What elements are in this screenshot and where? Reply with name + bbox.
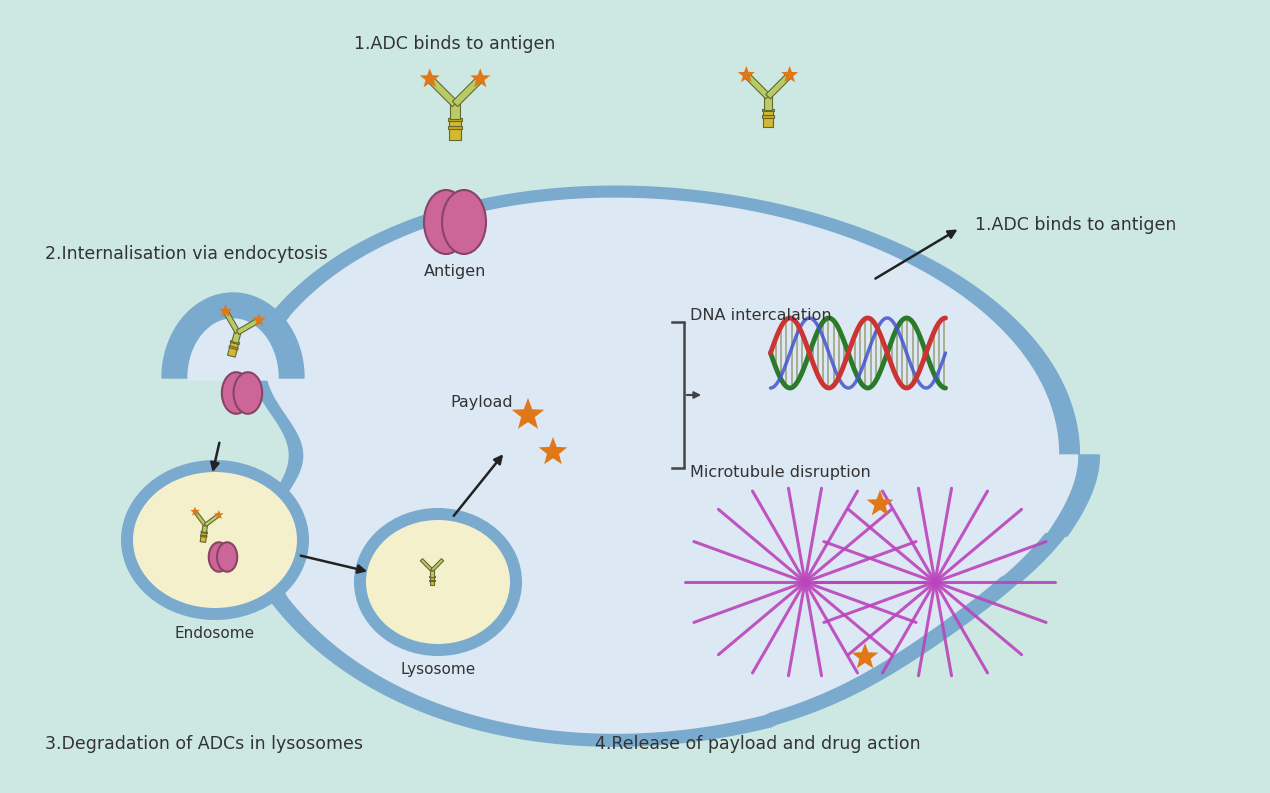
Polygon shape — [215, 510, 224, 519]
Polygon shape — [427, 76, 457, 106]
Polygon shape — [781, 66, 799, 82]
Text: 3.Degradation of ADCs in lysosomes: 3.Degradation of ADCs in lysosomes — [44, 735, 363, 753]
Polygon shape — [431, 569, 434, 577]
Ellipse shape — [222, 372, 250, 414]
Polygon shape — [267, 198, 1078, 733]
Polygon shape — [538, 437, 568, 464]
Polygon shape — [738, 66, 754, 82]
Polygon shape — [230, 340, 240, 345]
Polygon shape — [202, 524, 207, 533]
Text: Payload: Payload — [451, 396, 513, 411]
Polygon shape — [448, 118, 461, 121]
Polygon shape — [232, 330, 241, 343]
Polygon shape — [236, 318, 260, 335]
Polygon shape — [190, 507, 199, 515]
Polygon shape — [251, 313, 265, 326]
Polygon shape — [744, 73, 770, 99]
Ellipse shape — [366, 520, 511, 644]
Polygon shape — [227, 342, 239, 357]
Polygon shape — [866, 490, 893, 515]
Polygon shape — [201, 532, 207, 542]
Polygon shape — [852, 643, 879, 668]
Polygon shape — [765, 95, 772, 109]
Text: 2.Internalisation via endocytosis: 2.Internalisation via endocytosis — [44, 245, 328, 263]
Text: 4.Release of payload and drug action: 4.Release of payload and drug action — [596, 735, 921, 753]
Ellipse shape — [424, 190, 469, 254]
Polygon shape — [766, 73, 792, 99]
Polygon shape — [193, 511, 207, 527]
Polygon shape — [204, 514, 220, 527]
Ellipse shape — [133, 472, 297, 608]
Polygon shape — [201, 535, 207, 537]
Polygon shape — [762, 109, 773, 111]
Polygon shape — [229, 346, 239, 350]
Polygon shape — [451, 102, 460, 119]
Text: Endosome: Endosome — [175, 626, 255, 641]
Polygon shape — [763, 110, 773, 128]
Ellipse shape — [234, 372, 262, 414]
Polygon shape — [250, 186, 1100, 746]
Polygon shape — [420, 68, 439, 87]
Polygon shape — [163, 293, 304, 378]
Text: Antigen: Antigen — [424, 264, 486, 279]
Ellipse shape — [354, 508, 522, 656]
Ellipse shape — [208, 542, 229, 572]
Ellipse shape — [217, 542, 237, 572]
Text: DNA intercalation: DNA intercalation — [690, 308, 832, 323]
Polygon shape — [470, 68, 490, 87]
Ellipse shape — [442, 190, 486, 254]
Text: Lysosome: Lysosome — [400, 662, 476, 677]
Text: 1.ADC binds to antigen: 1.ADC binds to antigen — [354, 35, 556, 53]
Polygon shape — [188, 319, 278, 380]
Ellipse shape — [121, 460, 309, 620]
Text: 1.ADC binds to antigen: 1.ADC binds to antigen — [975, 216, 1176, 234]
Polygon shape — [429, 577, 434, 585]
Polygon shape — [450, 120, 461, 140]
Polygon shape — [431, 558, 443, 572]
Polygon shape — [224, 310, 240, 334]
Polygon shape — [448, 126, 461, 128]
Polygon shape — [420, 558, 433, 572]
Polygon shape — [201, 531, 207, 534]
Polygon shape — [218, 304, 232, 317]
Text: Microtubule disruption: Microtubule disruption — [690, 465, 871, 480]
Polygon shape — [452, 76, 483, 106]
Polygon shape — [512, 398, 544, 429]
Polygon shape — [762, 116, 773, 118]
